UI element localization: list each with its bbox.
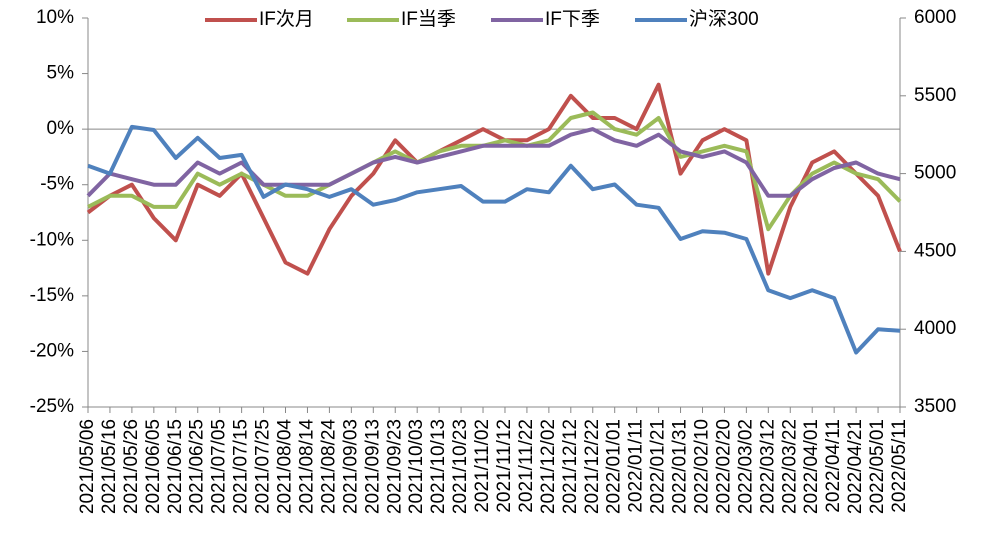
y2-tick-label: 3500 xyxy=(914,396,956,417)
x-tick-label: 2022/03/12 xyxy=(757,419,778,514)
x-tick-label: 2022/03/22 xyxy=(779,419,800,514)
y-tick-label: -10% xyxy=(30,229,74,250)
x-tick-label: 2021/06/25 xyxy=(187,419,208,514)
x-tick-label: 2021/11/22 xyxy=(516,419,537,513)
x-tick-label: 2021/09/13 xyxy=(362,419,383,514)
x-tick-label: 2022/03/02 xyxy=(735,419,756,514)
x-tick-label: 2021/10/23 xyxy=(450,419,471,514)
x-tick-label: 2022/01/21 xyxy=(648,419,669,514)
series-line xyxy=(86,127,901,198)
x-tick-label: 2021/08/14 xyxy=(296,419,317,515)
series-line xyxy=(87,124,901,355)
y-tick-label: 0% xyxy=(47,118,75,139)
series-line xyxy=(86,82,902,276)
x-tick-label: 2021/07/25 xyxy=(253,419,274,514)
x-tick-label: 2021/09/03 xyxy=(340,419,361,514)
legend-label: 沪深300 xyxy=(689,8,759,30)
legend-label: IF次月 xyxy=(259,8,314,30)
x-tick-label: 2021/05/16 xyxy=(99,419,120,514)
x-tick-label: 2021/11/12 xyxy=(494,419,515,513)
y-tick-label: 10% xyxy=(36,7,74,28)
x-tick-label: 2022/01/01 xyxy=(604,419,625,514)
x-tick-label: 2022/04/01 xyxy=(801,419,822,514)
x-tick-label: 2021/08/24 xyxy=(318,419,339,515)
x-tick-label: 2021/10/13 xyxy=(428,419,449,514)
x-tick-label: 2022/04/21 xyxy=(845,419,866,514)
x-tick-label: 2021/12/02 xyxy=(538,419,559,514)
y-tick-label: -5% xyxy=(40,174,74,195)
legend-label: IF下季 xyxy=(545,8,600,30)
x-tick-label: 2021/05/26 xyxy=(121,419,142,514)
y-tick-label: -25% xyxy=(30,396,74,417)
x-tick-label: 2022/05/11 xyxy=(889,419,910,513)
y2-tick-label: 5000 xyxy=(914,163,956,184)
x-tick-label: 2021/07/15 xyxy=(231,419,252,514)
y2-tick-label: 4500 xyxy=(914,240,956,261)
y2-tick-label: 4000 xyxy=(914,318,956,339)
x-tick-label: 2022/01/11 xyxy=(626,419,647,513)
x-tick-label: 2021/07/05 xyxy=(209,419,230,514)
x-tick-label: 2022/02/20 xyxy=(713,419,734,514)
x-tick-label: 2022/02/10 xyxy=(692,419,713,514)
series-line xyxy=(87,110,902,232)
x-tick-label: 2022/01/31 xyxy=(670,419,691,514)
y-tick-label: -15% xyxy=(30,285,74,306)
y2-tick-label: 6000 xyxy=(914,7,956,28)
x-tick-label: 2021/11/02 xyxy=(472,419,493,513)
y-tick-label: 5% xyxy=(47,63,75,84)
x-tick-label: 2021/08/04 xyxy=(275,419,296,515)
y-tick-label: -20% xyxy=(30,340,74,361)
legend-label: IF当季 xyxy=(401,8,456,30)
x-tick-label: 2021/12/22 xyxy=(582,419,603,514)
y2-tick-label: 5500 xyxy=(914,85,956,106)
x-tick-label: 2021/06/05 xyxy=(143,419,164,514)
x-tick-label: 2021/09/23 xyxy=(384,419,405,514)
x-tick-label: 2021/12/12 xyxy=(560,419,581,514)
x-tick-label: 2022/04/11 xyxy=(823,419,844,513)
x-tick-label: 2021/10/03 xyxy=(406,419,427,514)
x-tick-label: 2021/06/15 xyxy=(165,419,186,514)
x-tick-label: 2021/05/06 xyxy=(77,419,98,514)
x-tick-label: 2022/05/01 xyxy=(867,419,888,514)
